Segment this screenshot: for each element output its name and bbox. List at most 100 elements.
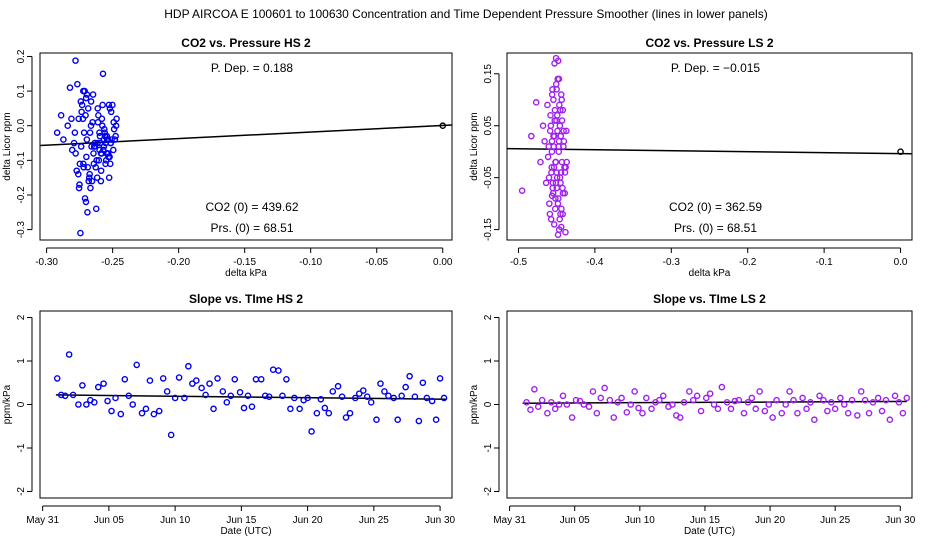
data-point [643,394,650,402]
data-point [257,375,265,383]
x-axis: -0.30 -0.25 -0.20 -0.15 -0.10 -0.05 0.00 [35,247,453,268]
x-axis: -0.5 -0.4 -0.3 -0.2 -0.1 0.0 [510,247,908,268]
data-point [78,108,85,116]
data-point [552,179,560,187]
data-point [563,401,571,408]
data-point [560,127,568,135]
data-point [163,388,171,395]
y-axis-label: ppm/kPa [2,384,13,424]
data-point [321,404,329,412]
data-point [83,153,90,161]
data-point [436,375,444,382]
data-point [155,407,163,415]
data-point [568,414,576,421]
x-tick-label: Jun 15 [226,515,256,526]
data-point [807,399,814,406]
data-point [69,391,77,399]
data-point [752,405,760,413]
x-axis-label: delta kPa [689,268,731,279]
x-tick-label: -0.15 [233,257,256,268]
data-point [112,132,119,140]
data-point [557,210,564,218]
data-point [631,388,638,395]
data-point [113,115,120,123]
data-point [346,409,354,417]
data-point [210,405,217,413]
y-tick-label: 2 [16,314,27,320]
data-point [107,139,115,147]
y-tick-label: -2 [16,487,27,496]
data-point [53,129,61,136]
data-point [585,403,593,410]
data-point [381,388,388,395]
data-point [57,391,65,399]
data-point [580,401,588,408]
data-point [544,101,551,109]
main-title: HDP AIRCOA E 100601 to 100630 Concentrat… [164,7,767,21]
data-point [639,409,646,417]
data-point [597,394,605,402]
data-point [547,399,555,406]
data-point [64,122,72,130]
plot-frame [506,310,913,499]
data-point [803,405,810,413]
data-point [689,396,697,404]
x-tick-label: 0.00 [433,257,453,268]
data-point [87,184,94,192]
y-tick-label: 0.1 [16,84,27,98]
data-point [329,388,337,395]
data-point [794,409,801,417]
data-point [68,115,75,123]
y-tick-label: -1 [16,443,27,452]
data-point [95,112,102,119]
x-tick-label: -0.25 [101,257,124,268]
x-tick-label: -0.05 [365,257,388,268]
data-point [75,401,82,408]
data-point [861,396,869,404]
y-axis-label: delta Licor ppm [2,112,13,180]
data-point [769,414,776,421]
y-tick-label: -0.2 [16,186,27,204]
data-point [676,414,684,421]
data-point [73,167,81,175]
data-point [80,87,87,95]
data-point [553,86,560,93]
data-point [109,146,117,154]
data-point [723,399,731,406]
data-point [94,105,102,112]
x-tick-label: May 31 [26,515,59,526]
data-point [537,158,544,166]
y-tick-label: 0.15 [483,64,494,84]
data-point [857,388,865,395]
data-point [82,198,90,206]
data-point [563,127,570,135]
data-point [142,405,150,413]
y-axis: -2 -1 0 1 2 [16,314,33,496]
data-point [518,187,526,194]
data-point [94,118,102,126]
x-tick-label: -0.3 [663,257,681,268]
data-point [92,205,100,213]
data-point [91,143,99,150]
data-point [572,396,580,404]
data-point [202,391,209,399]
data-point [125,392,133,400]
data-point [214,375,221,382]
data-point [544,153,552,161]
data-point [351,394,359,402]
data-point [799,394,806,402]
data-point [189,380,196,387]
data-point [659,392,667,400]
data-point [903,394,911,402]
data-point [406,372,413,380]
data-point [313,409,321,417]
data-point [99,101,106,109]
data-point [223,399,231,406]
data-point [532,99,540,106]
data-point [93,174,101,181]
data-point [551,106,559,114]
data-point [546,127,554,135]
data-point [552,80,560,88]
data-point [556,101,563,109]
y-tick-label: -1 [483,443,494,452]
